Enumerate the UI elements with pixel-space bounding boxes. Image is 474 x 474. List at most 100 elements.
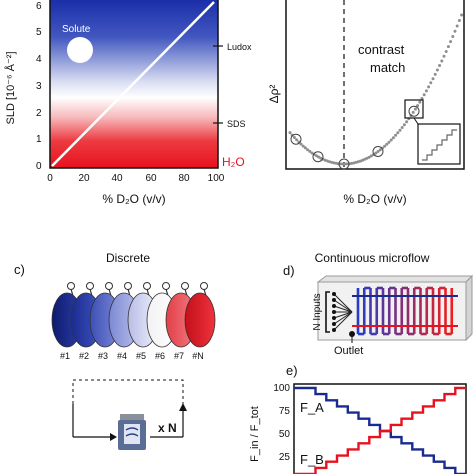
curve-point xyxy=(431,77,435,81)
input-port xyxy=(332,328,336,332)
loop-dashed-path xyxy=(72,379,184,404)
measured-point-marker xyxy=(372,146,384,157)
curve-point xyxy=(314,154,318,158)
panel-b-x-axis-label: % D₂O (v/v) xyxy=(343,192,406,206)
input-port xyxy=(332,304,336,308)
curve-point xyxy=(405,120,409,124)
curve-point xyxy=(440,59,444,63)
serpentine-channel xyxy=(352,286,458,336)
curve-point xyxy=(310,151,314,155)
solute-circle xyxy=(67,37,93,63)
panel-b-axes-frame xyxy=(285,0,465,170)
curve-point xyxy=(460,13,464,17)
vial-label: #4 xyxy=(117,351,127,361)
curve-point xyxy=(418,100,422,104)
sample-holder-icon xyxy=(118,414,146,450)
x-tick-label: 40 xyxy=(111,173,123,184)
x-tick-label: 20 xyxy=(78,173,90,184)
curve-point xyxy=(292,136,296,139)
curve-point xyxy=(306,148,310,152)
curve-point xyxy=(385,142,389,146)
y-tick-label: 3 xyxy=(36,81,42,92)
y-tick-label: 100 xyxy=(273,383,290,394)
loop-arrow-right xyxy=(110,433,117,441)
vial-label: #3 xyxy=(98,351,108,361)
curve-point xyxy=(416,104,420,108)
curve-point xyxy=(433,72,437,76)
curve-point xyxy=(374,151,378,155)
vial-label: #N xyxy=(192,351,204,361)
panel-a-axes-frame xyxy=(49,0,219,169)
x-tick-label: 0 xyxy=(47,173,53,184)
vial-cap xyxy=(181,282,189,290)
panel-a-x-ticks: 0 20 40 60 80 100 xyxy=(47,173,225,184)
input-port xyxy=(332,292,336,296)
x-tick-label: 80 xyxy=(178,173,190,184)
h2o-label: H₂O xyxy=(222,155,245,169)
sld-mixture-line xyxy=(51,1,215,167)
curve-point xyxy=(299,142,303,146)
curve-point xyxy=(378,148,382,152)
input-line xyxy=(333,305,353,313)
panel-a-y-axis-label: SLD [10⁻⁶ Å⁻²] xyxy=(4,52,17,125)
vial: #N xyxy=(184,282,216,361)
y-tick-label: 25 xyxy=(279,452,291,463)
zoom-connector xyxy=(413,117,419,125)
y-tick-label: 2 xyxy=(36,108,42,119)
fa-label: F_A xyxy=(300,400,324,415)
curve-point xyxy=(400,126,404,129)
input-line xyxy=(333,311,353,319)
panel-a-x-axis-label: % D₂O (v/v) xyxy=(102,192,165,206)
curve-point xyxy=(444,50,448,53)
panel-c: c) Discrete #1 #2 #3 #4 #5 #6 #7 #N x N xyxy=(14,251,216,450)
panel-b: contrast match Δρ² % D₂O (v/v) xyxy=(267,0,465,206)
input-line xyxy=(333,293,353,313)
measured-point-marker xyxy=(312,151,324,163)
vial-cap xyxy=(86,282,94,290)
vial-cap xyxy=(124,282,132,290)
y-tick-label: 6 xyxy=(36,1,42,12)
curve-point xyxy=(383,144,387,148)
curve-point xyxy=(424,89,428,93)
panel-b-y-axis-label: Δρ² xyxy=(267,85,281,104)
zoom-box-large xyxy=(417,123,461,165)
vial-label: #1 xyxy=(60,351,70,361)
curve-point xyxy=(394,133,398,137)
panel-d-letter: d) xyxy=(283,263,295,278)
vial-body xyxy=(184,292,216,348)
input-port xyxy=(332,298,336,302)
curve-point xyxy=(288,131,292,135)
input-line xyxy=(333,311,353,331)
ludox-label: Ludox xyxy=(227,42,252,52)
panel-e-letter: e) xyxy=(286,363,298,378)
curve-point xyxy=(457,19,461,22)
curve-point xyxy=(341,162,345,166)
vial-label: #2 xyxy=(79,351,89,361)
curve-point xyxy=(435,68,439,72)
curve-point xyxy=(369,154,373,158)
sds-label: SDS xyxy=(227,119,246,129)
curve-point xyxy=(308,149,312,153)
vial-label: #7 xyxy=(174,351,184,361)
curve-point xyxy=(301,144,305,148)
curve-point xyxy=(427,85,431,89)
vial-row: #1 #2 #3 #4 #5 #6 #7 #N xyxy=(51,282,216,361)
panel-d-title: Continuous microflow xyxy=(315,251,430,265)
x-tick-label: 60 xyxy=(145,173,157,184)
loop-arrow-up xyxy=(179,403,187,411)
curve-point xyxy=(413,107,417,111)
measured-point-marker xyxy=(408,105,420,117)
vial-cap xyxy=(162,282,170,290)
vial-label: #5 xyxy=(136,351,146,361)
input-line xyxy=(333,299,353,313)
vial-cap xyxy=(200,282,208,290)
repeat-label: x N xyxy=(158,421,177,435)
chip-top-plate xyxy=(316,275,474,283)
fb-label: F_B xyxy=(300,452,324,467)
chip-side-plate xyxy=(465,274,473,342)
y-tick-label: 5 xyxy=(36,27,42,38)
curve-point xyxy=(396,131,400,135)
x-tick-label: 100 xyxy=(208,173,225,184)
panel-a-y-ticks: 6 5 4 3 2 1 0 xyxy=(36,1,42,172)
